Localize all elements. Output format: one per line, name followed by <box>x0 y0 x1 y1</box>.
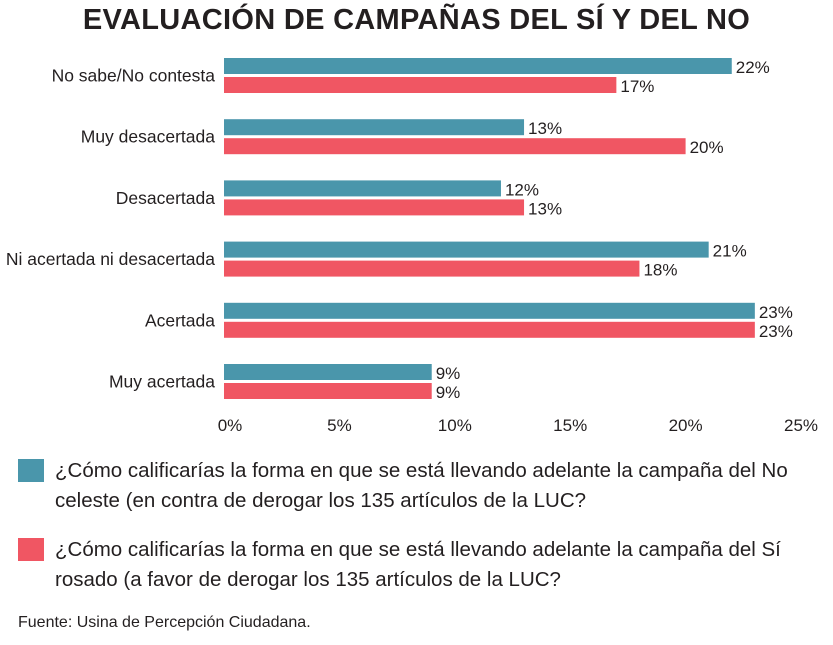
x-tick-label-5: 5% <box>327 416 352 435</box>
x-tick-label-10: 10% <box>438 416 472 435</box>
category-label-desacertada: Desacertada <box>116 188 215 208</box>
data-label-no-muy-desacertada: 13% <box>528 119 562 138</box>
bar-no-muy-desacertada <box>224 119 525 136</box>
bar-si-muy-desacertada <box>224 138 686 155</box>
legend-text-si: ¿Cómo calificarías la forma en que se es… <box>55 538 781 591</box>
data-label-si-muy-desacertada: 20% <box>690 138 724 157</box>
legend-text-no: ¿Cómo calificarías la forma en que se es… <box>55 459 788 512</box>
bar-si-ni-acertada-ni-desacertada <box>224 260 640 277</box>
data-label-no-acertada: 23% <box>759 303 793 322</box>
data-label-no-desacertada: 12% <box>505 180 539 199</box>
data-label-si-muy-acertada: 9% <box>436 383 461 402</box>
data-label-no-no-sabe-no-contesta: 22% <box>736 58 770 77</box>
category-label-acertada: Acertada <box>145 310 215 330</box>
x-tick-label-20: 20% <box>669 416 703 435</box>
category-label-ni-acertada-ni-desacertada: Ni acertada ni desacertada <box>6 249 215 269</box>
data-label-si-desacertada: 13% <box>528 199 562 218</box>
data-label-no-ni-acertada-ni-desacertada: 21% <box>713 242 747 261</box>
legend-swatch-si <box>18 538 44 561</box>
bar-si-acertada <box>224 321 755 338</box>
category-label-no-sabe-no-contesta: No sabe/No contesta <box>52 66 216 86</box>
chart-title: EVALUACIÓN DE CAMPAÑAS DEL SÍ Y DEL NO <box>82 4 751 36</box>
data-label-si-acertada: 23% <box>759 322 793 341</box>
data-label-si-no-sabe-no-contesta: 17% <box>620 77 654 96</box>
bar-no-ni-acertada-ni-desacertada <box>224 241 709 258</box>
category-label-muy-desacertada: Muy desacertada <box>81 127 216 147</box>
bar-si-no-sabe-no-contesta <box>224 77 617 93</box>
bar-si-muy-acertada <box>224 383 432 399</box>
data-label-no-muy-acertada: 9% <box>436 364 461 383</box>
source-note: Fuente: Usina de Percepción Ciudadana. <box>18 614 311 631</box>
x-tick-label-0: 0% <box>218 416 243 435</box>
category-label-muy-acertada: Muy acertada <box>109 372 215 392</box>
x-tick-label-25: 25% <box>784 416 818 435</box>
x-tick-label-15: 15% <box>553 416 587 435</box>
data-label-si-ni-acertada-ni-desacertada: 18% <box>643 261 677 280</box>
legend-swatch-no <box>18 459 44 482</box>
bar-chart: No sabe/No contesta 22% 17% Muy desacertada… <box>6 58 818 435</box>
bar-no-acertada <box>224 302 755 319</box>
bar-si-desacertada <box>224 199 525 216</box>
bar-no-no-sabe-no-contesta <box>224 58 732 74</box>
bar-no-muy-acertada <box>224 364 432 380</box>
bar-no-desacertada <box>224 180 501 197</box>
